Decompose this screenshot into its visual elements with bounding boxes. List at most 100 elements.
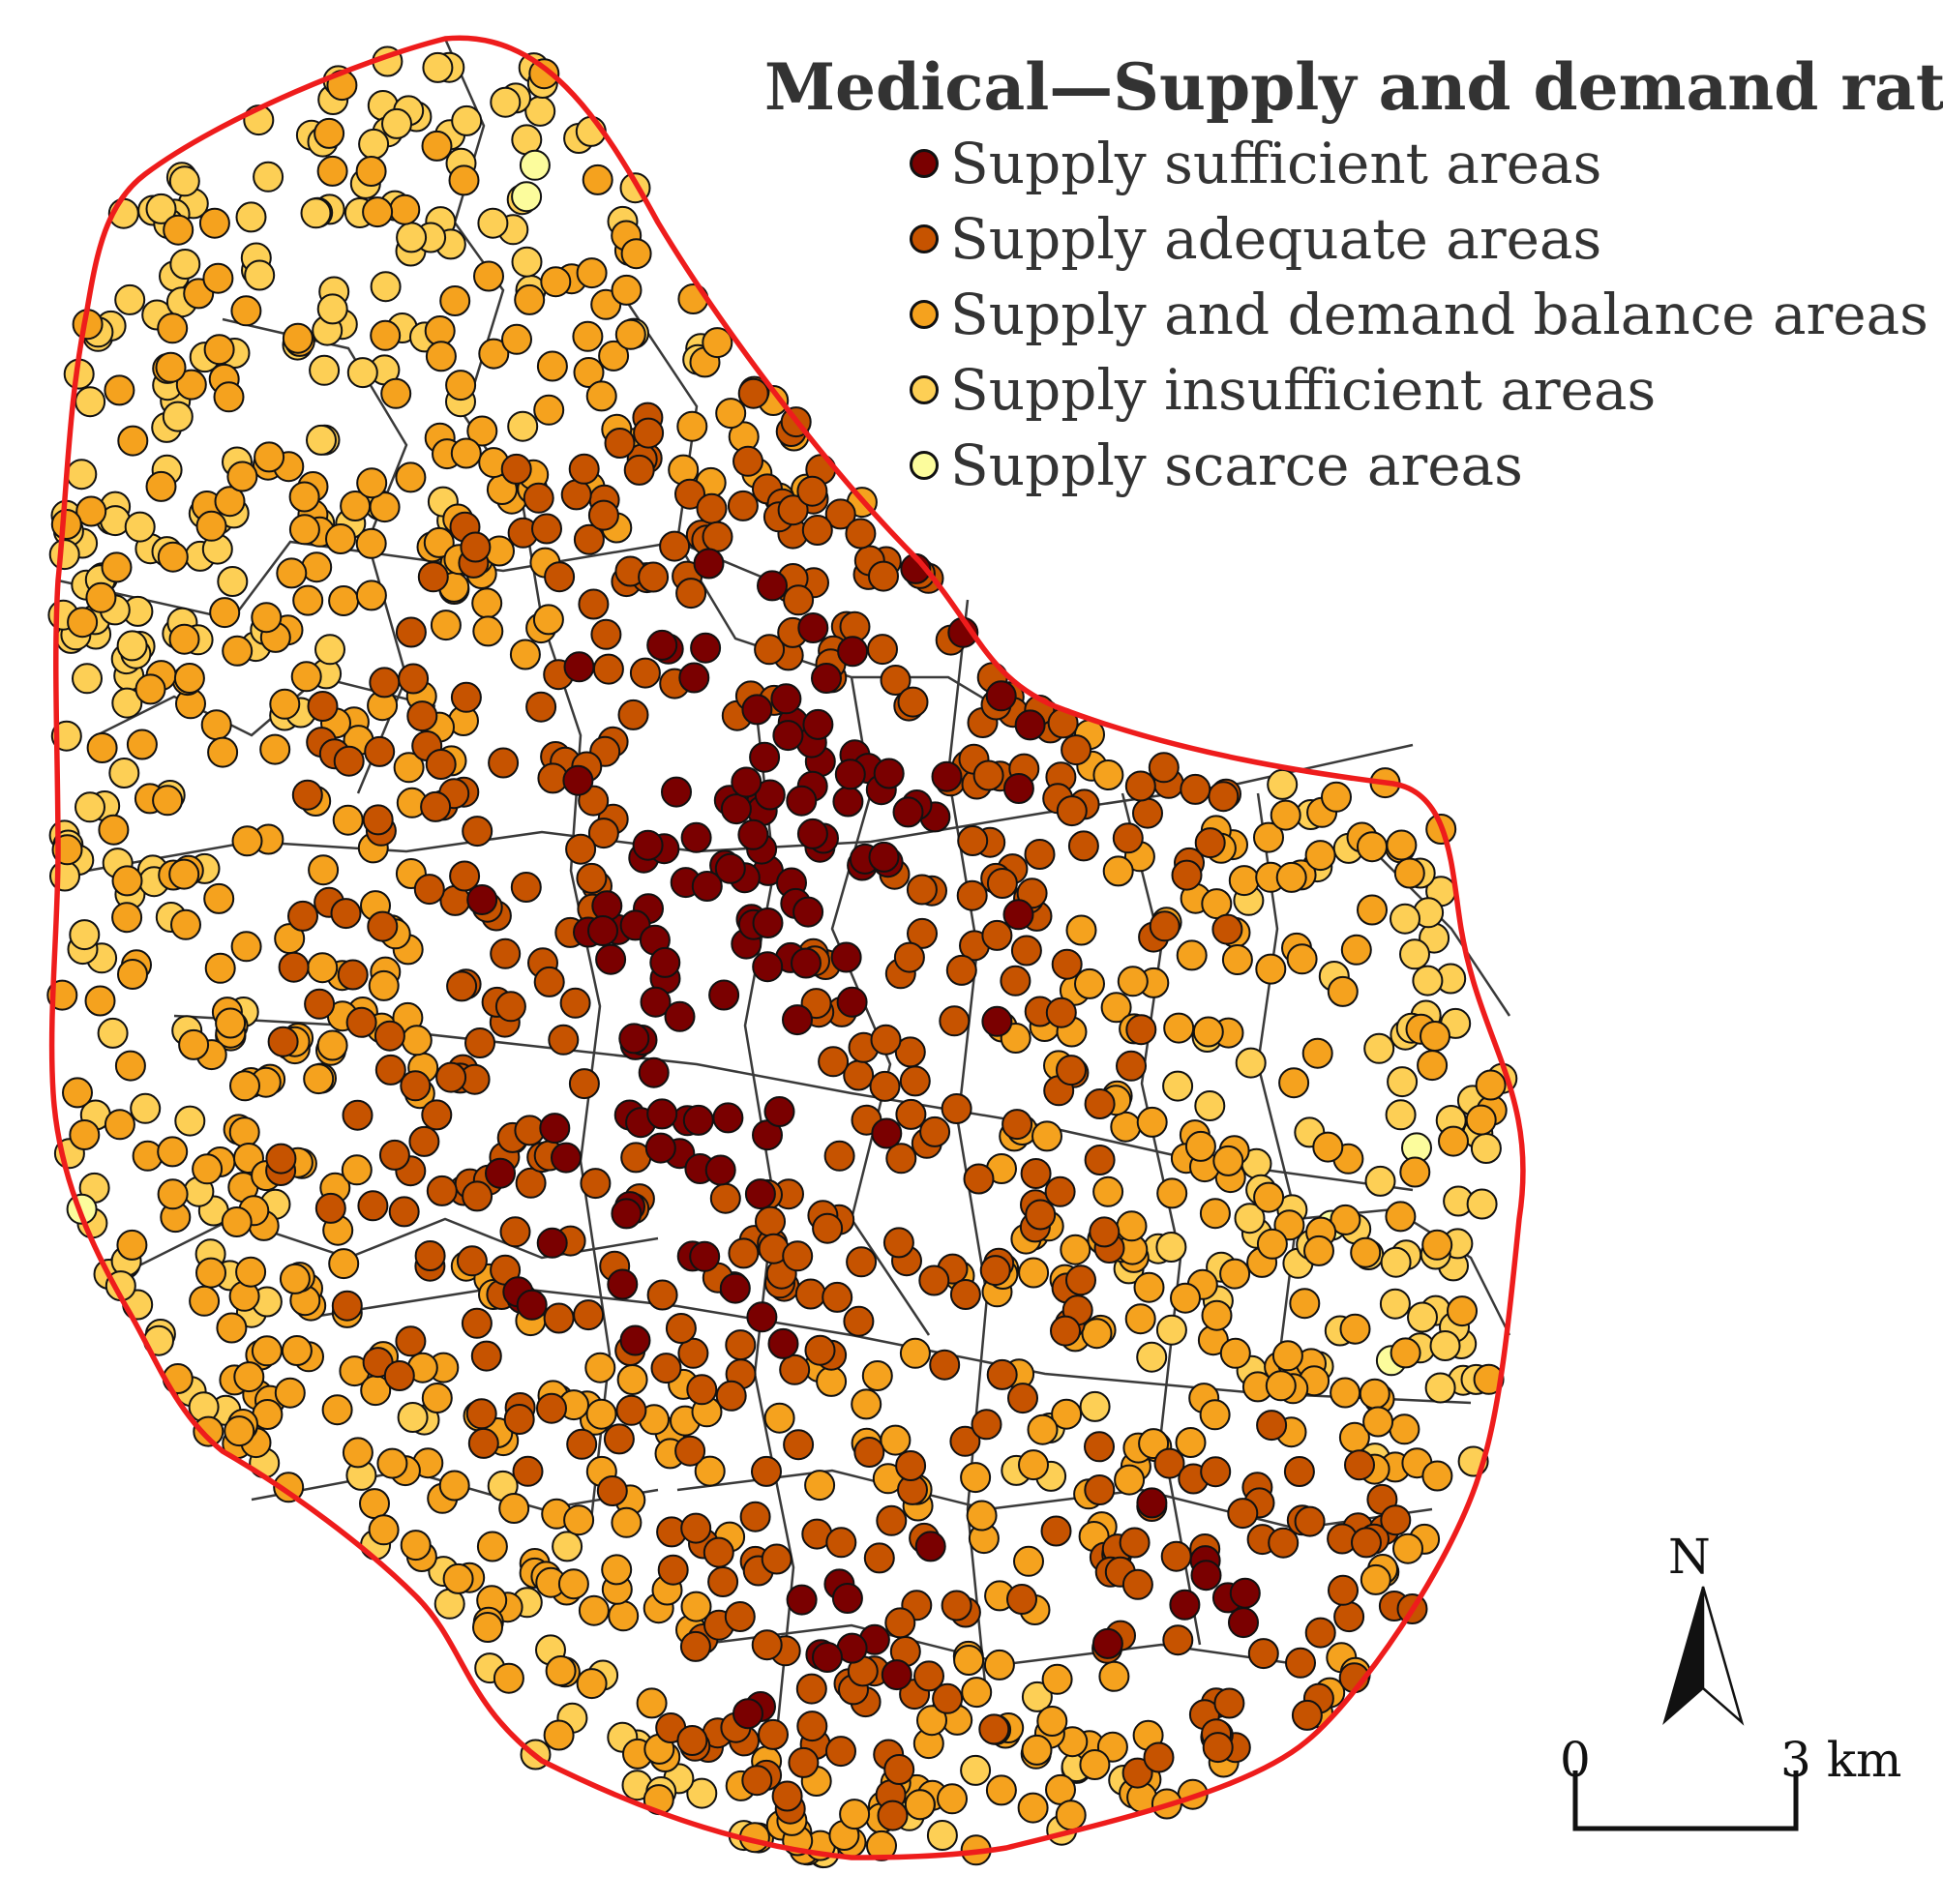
medical-point (1473, 1363, 1505, 1395)
medical-point (576, 1668, 608, 1700)
medical-point (1056, 795, 1088, 827)
medical-point (949, 1425, 981, 1457)
medical-point (1007, 1383, 1038, 1414)
medical-point (1294, 1505, 1326, 1537)
medical-point (899, 1065, 931, 1097)
medical-point (608, 1600, 640, 1632)
medical-point (1169, 1589, 1201, 1621)
medical-point (861, 1360, 893, 1391)
medical-point (514, 283, 546, 315)
medical-point (1110, 1111, 1142, 1143)
medical-point (877, 1800, 909, 1831)
medical-point (646, 629, 678, 661)
medical-point (885, 1143, 917, 1175)
scale-start-label: 0 (1560, 1732, 1591, 1788)
medical-point (226, 461, 258, 492)
medical-point (788, 1746, 820, 1778)
medical-point (957, 825, 989, 856)
medical-point (1194, 827, 1226, 859)
medical-point (932, 1682, 964, 1714)
medical-point (287, 900, 318, 932)
medical-point (680, 821, 712, 853)
medical-point (1357, 894, 1388, 926)
medical-point (368, 1514, 400, 1546)
medical-point (192, 1153, 224, 1185)
medical-point (1153, 1447, 1185, 1479)
medical-point (1212, 1145, 1244, 1176)
medical-point (494, 991, 526, 1023)
medical-point (1098, 1660, 1130, 1692)
medical-point (1092, 1175, 1124, 1207)
medical-point (511, 246, 543, 278)
medical-point (195, 1257, 226, 1289)
medical-point (607, 1268, 639, 1300)
medical-point (559, 987, 591, 1019)
medical-point (981, 1005, 1013, 1037)
medical-point (163, 214, 194, 246)
medical-point (1208, 781, 1240, 813)
medical-point (1084, 1431, 1115, 1463)
medical-point (818, 1046, 850, 1078)
medical-point (49, 860, 80, 892)
medical-point (1020, 1158, 1052, 1189)
medical-point (66, 459, 98, 491)
medical-point (633, 417, 665, 449)
district-line (540, 618, 612, 1530)
medical-point (1201, 888, 1233, 920)
medical-point (812, 1642, 843, 1673)
medical-point (573, 1299, 605, 1331)
medical-point (288, 481, 320, 513)
medical-point (1102, 855, 1134, 887)
medical-point (834, 759, 866, 790)
medical-point (231, 825, 263, 857)
legend-item-scarce: Supply scarce areas (910, 428, 1935, 503)
medical-point (449, 860, 481, 892)
medical-point (725, 1329, 757, 1361)
medical-point (702, 1536, 734, 1568)
medical-point (168, 165, 200, 197)
medical-point (719, 1272, 751, 1304)
medical-point (435, 1061, 467, 1093)
medical-point (439, 285, 471, 316)
medical-point (661, 776, 692, 808)
medical-point (1002, 773, 1034, 804)
medical-point (1124, 1303, 1156, 1335)
district-line (617, 289, 1046, 737)
medical-point (1350, 1236, 1382, 1268)
medical-point (797, 612, 829, 643)
medical-point (1199, 1399, 1231, 1431)
medical-point (251, 602, 283, 634)
medical-point (1149, 910, 1181, 942)
legend-item-balance: Supply and demand balance areas (910, 277, 1935, 352)
medical-point (611, 1506, 643, 1538)
medical-point (259, 733, 291, 765)
medical-point (462, 1180, 493, 1212)
medical-point (251, 1335, 283, 1367)
medical-point (720, 793, 752, 825)
medical-point (578, 588, 610, 620)
medical-point (1084, 1474, 1116, 1505)
medical-point (1379, 1288, 1411, 1320)
medical-point (307, 691, 339, 722)
medical-point (202, 262, 234, 294)
medical-point (1465, 1104, 1497, 1136)
medical-point (880, 1424, 912, 1456)
medical-point (755, 1205, 786, 1237)
medical-point (786, 785, 818, 817)
medical-point (1162, 1624, 1194, 1656)
medical-point (761, 1543, 792, 1575)
medical-point (708, 979, 740, 1011)
medical-point (536, 1392, 567, 1424)
medical-point (906, 874, 938, 906)
medical-point (751, 1629, 783, 1661)
medical-point (173, 663, 205, 694)
medical-point (979, 1255, 1011, 1287)
medical-point (686, 1374, 718, 1406)
medical-point (868, 560, 899, 592)
medical-point (939, 1005, 971, 1037)
medical-point (1190, 1560, 1222, 1592)
medical-point (396, 222, 428, 253)
medical-point (732, 445, 763, 477)
medical-point (568, 453, 600, 485)
medical-point (918, 1264, 950, 1296)
